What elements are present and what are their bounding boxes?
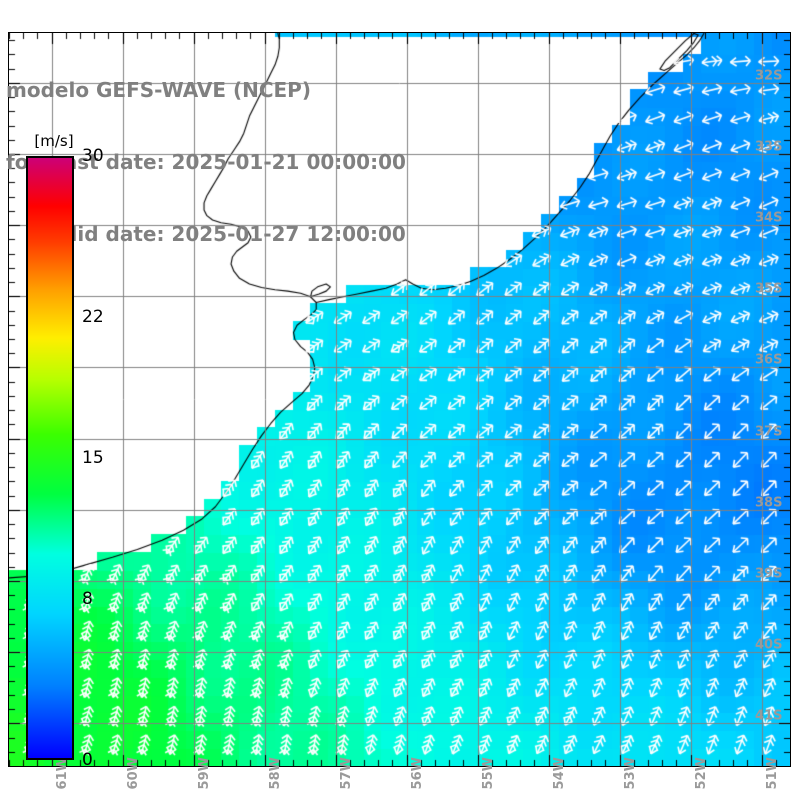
lon-label-52W: 52W	[693, 757, 709, 790]
colorbar-unit-label: [m/s]	[34, 132, 74, 150]
lon-label-53W: 53W	[622, 757, 638, 790]
lat-label-34S: 34S	[755, 210, 783, 226]
map-canvas-stack	[9, 33, 790, 766]
colorbar-tick-22: 22	[82, 307, 104, 328]
lat-label-37S: 37S	[755, 424, 783, 440]
lon-label-60W: 60W	[125, 757, 141, 790]
lat-label-36S: 36S	[755, 352, 783, 368]
lat-label-40S: 40S	[755, 637, 783, 653]
axis-ticks-layer	[9, 33, 790, 766]
lon-label-56W: 56W	[409, 757, 425, 790]
lat-label-35S: 35S	[755, 281, 783, 297]
lon-label-61W: 61W	[54, 757, 70, 790]
colorbar-tick-0: 0	[82, 750, 93, 770]
lat-label-39S: 39S	[755, 566, 783, 582]
map-plot-frame[interactable]	[8, 32, 791, 767]
lat-label-38S: 38S	[755, 495, 783, 511]
lat-label-33S: 33S	[755, 139, 783, 155]
colorbar-tick-8: 8	[82, 588, 93, 609]
lon-label-57W: 57W	[338, 757, 354, 790]
colorbar-tick-15: 15	[82, 448, 104, 468]
colorbar-tick-30: 30	[82, 146, 104, 166]
colorbar-gradient	[28, 158, 72, 758]
lon-label-54W: 54W	[551, 757, 567, 790]
lon-label-59W: 59W	[196, 757, 212, 790]
lon-label-55W: 55W	[480, 757, 496, 790]
lat-label-32S: 32S	[755, 68, 783, 84]
lat-label-41S: 41S	[755, 708, 783, 724]
colorbar[interactable]	[26, 156, 74, 760]
lon-label-51W: 51W	[764, 757, 780, 790]
lon-label-58W: 58W	[267, 757, 283, 790]
